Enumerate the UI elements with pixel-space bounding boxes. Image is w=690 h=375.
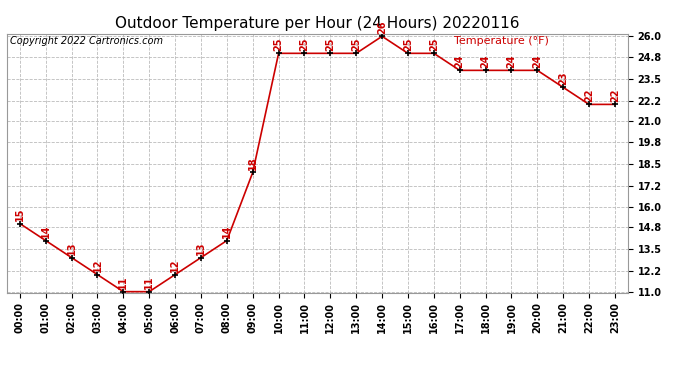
- Text: 24: 24: [455, 54, 464, 68]
- Text: 25: 25: [299, 37, 309, 51]
- Text: 25: 25: [326, 37, 335, 51]
- Text: 25: 25: [274, 37, 284, 51]
- Text: 26: 26: [377, 20, 387, 34]
- Text: 18: 18: [248, 156, 257, 170]
- Text: 11: 11: [144, 276, 154, 289]
- Text: 13: 13: [196, 242, 206, 255]
- Text: 25: 25: [403, 37, 413, 51]
- Text: 25: 25: [429, 37, 439, 51]
- Text: 14: 14: [222, 225, 232, 238]
- Text: Copyright 2022 Cartronics.com: Copyright 2022 Cartronics.com: [10, 36, 163, 46]
- Text: 22: 22: [584, 88, 594, 102]
- Text: 14: 14: [41, 225, 50, 238]
- Text: 12: 12: [92, 259, 102, 272]
- Text: 24: 24: [506, 54, 516, 68]
- Text: 15: 15: [15, 207, 25, 221]
- Text: 11: 11: [119, 276, 128, 289]
- Text: 25: 25: [351, 37, 361, 51]
- Text: 23: 23: [558, 71, 568, 85]
- Text: 22: 22: [610, 88, 620, 102]
- Text: 12: 12: [170, 259, 180, 272]
- Text: 24: 24: [533, 54, 542, 68]
- Text: 24: 24: [481, 54, 491, 68]
- Text: Temperature (°F): Temperature (°F): [454, 36, 549, 46]
- Title: Outdoor Temperature per Hour (24 Hours) 20220116: Outdoor Temperature per Hour (24 Hours) …: [115, 16, 520, 31]
- Text: 13: 13: [67, 242, 77, 255]
